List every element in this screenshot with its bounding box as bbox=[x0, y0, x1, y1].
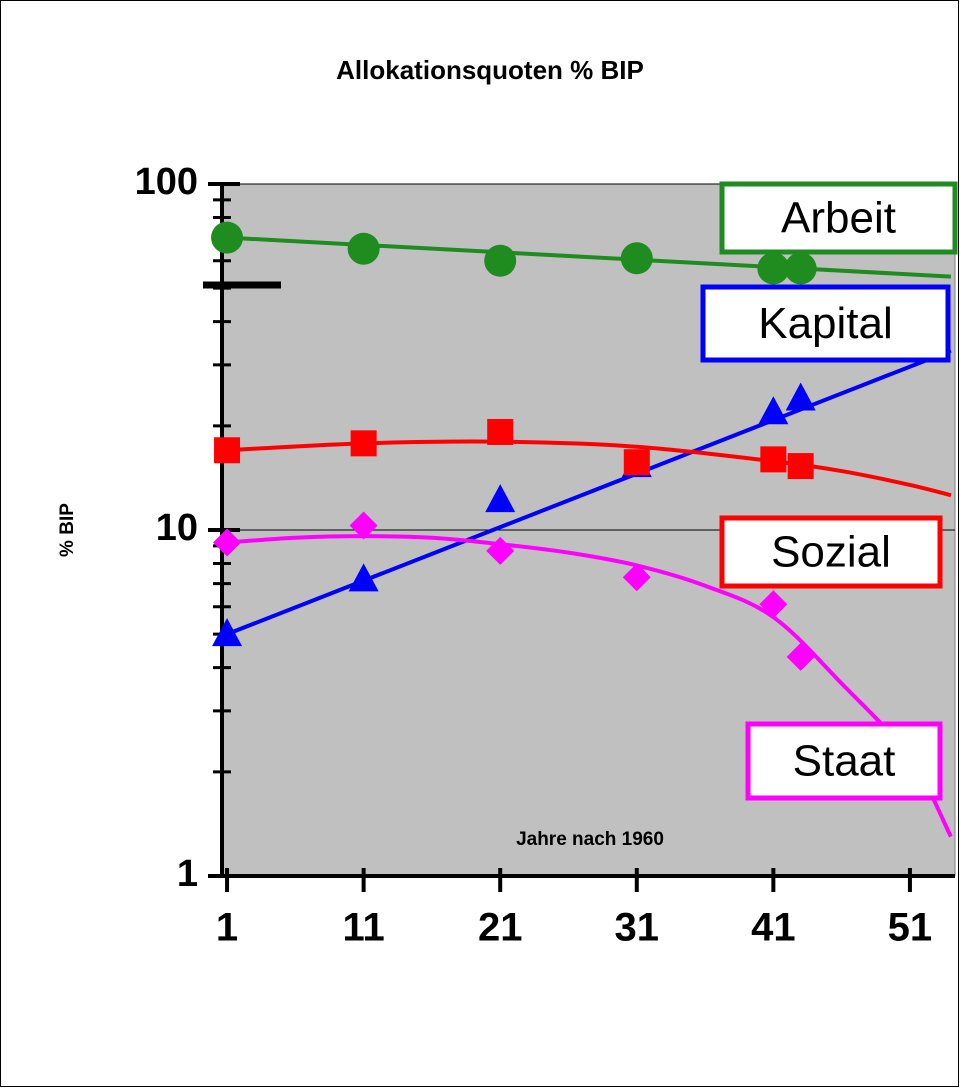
legend-label: Sozial bbox=[771, 528, 891, 577]
marker bbox=[211, 221, 244, 254]
legend-box bbox=[700, 284, 951, 363]
marker bbox=[214, 437, 241, 464]
x-tick-label: 11 bbox=[342, 906, 384, 950]
x-tick-label: 1 bbox=[216, 906, 238, 950]
trend-line bbox=[226, 348, 952, 637]
marker bbox=[620, 242, 653, 275]
marker bbox=[349, 511, 378, 540]
x-tick-label: 31 bbox=[615, 906, 660, 950]
x-tick-label: 51 bbox=[888, 906, 933, 950]
marker bbox=[784, 252, 817, 285]
legend-label: Arbeit bbox=[781, 194, 896, 243]
marker bbox=[623, 449, 650, 476]
marker bbox=[758, 396, 789, 425]
marker bbox=[759, 590, 788, 619]
marker bbox=[487, 418, 514, 445]
y-tick-label: 1 bbox=[177, 853, 198, 895]
y-axis-label: % BIP bbox=[57, 503, 78, 557]
marker bbox=[757, 252, 790, 285]
marker bbox=[485, 484, 516, 513]
marker bbox=[350, 430, 377, 457]
marker bbox=[484, 244, 517, 277]
marker bbox=[347, 232, 380, 265]
x-tick-label: 21 bbox=[478, 906, 523, 950]
marker bbox=[785, 382, 816, 411]
marker bbox=[622, 563, 651, 592]
legend-label: Kapital bbox=[758, 299, 893, 348]
legend-label: Staat bbox=[793, 737, 896, 786]
marker bbox=[786, 642, 815, 671]
legend-box bbox=[719, 515, 943, 589]
y-tick-label: 10 bbox=[156, 507, 198, 549]
marker bbox=[213, 528, 242, 557]
marker bbox=[486, 536, 515, 565]
legend-box bbox=[719, 181, 958, 255]
x-axis-label: Jahre nach 1960 bbox=[516, 829, 664, 850]
x-tick-label: 41 bbox=[751, 906, 796, 950]
marker bbox=[348, 563, 379, 592]
trend-line bbox=[226, 235, 952, 279]
marker bbox=[787, 453, 814, 480]
legend-box bbox=[745, 721, 943, 801]
y-tick-label: 100 bbox=[135, 161, 198, 203]
marker bbox=[212, 618, 243, 647]
marker bbox=[760, 446, 787, 473]
chart-title: Allokationsquoten % BIP bbox=[336, 55, 644, 85]
